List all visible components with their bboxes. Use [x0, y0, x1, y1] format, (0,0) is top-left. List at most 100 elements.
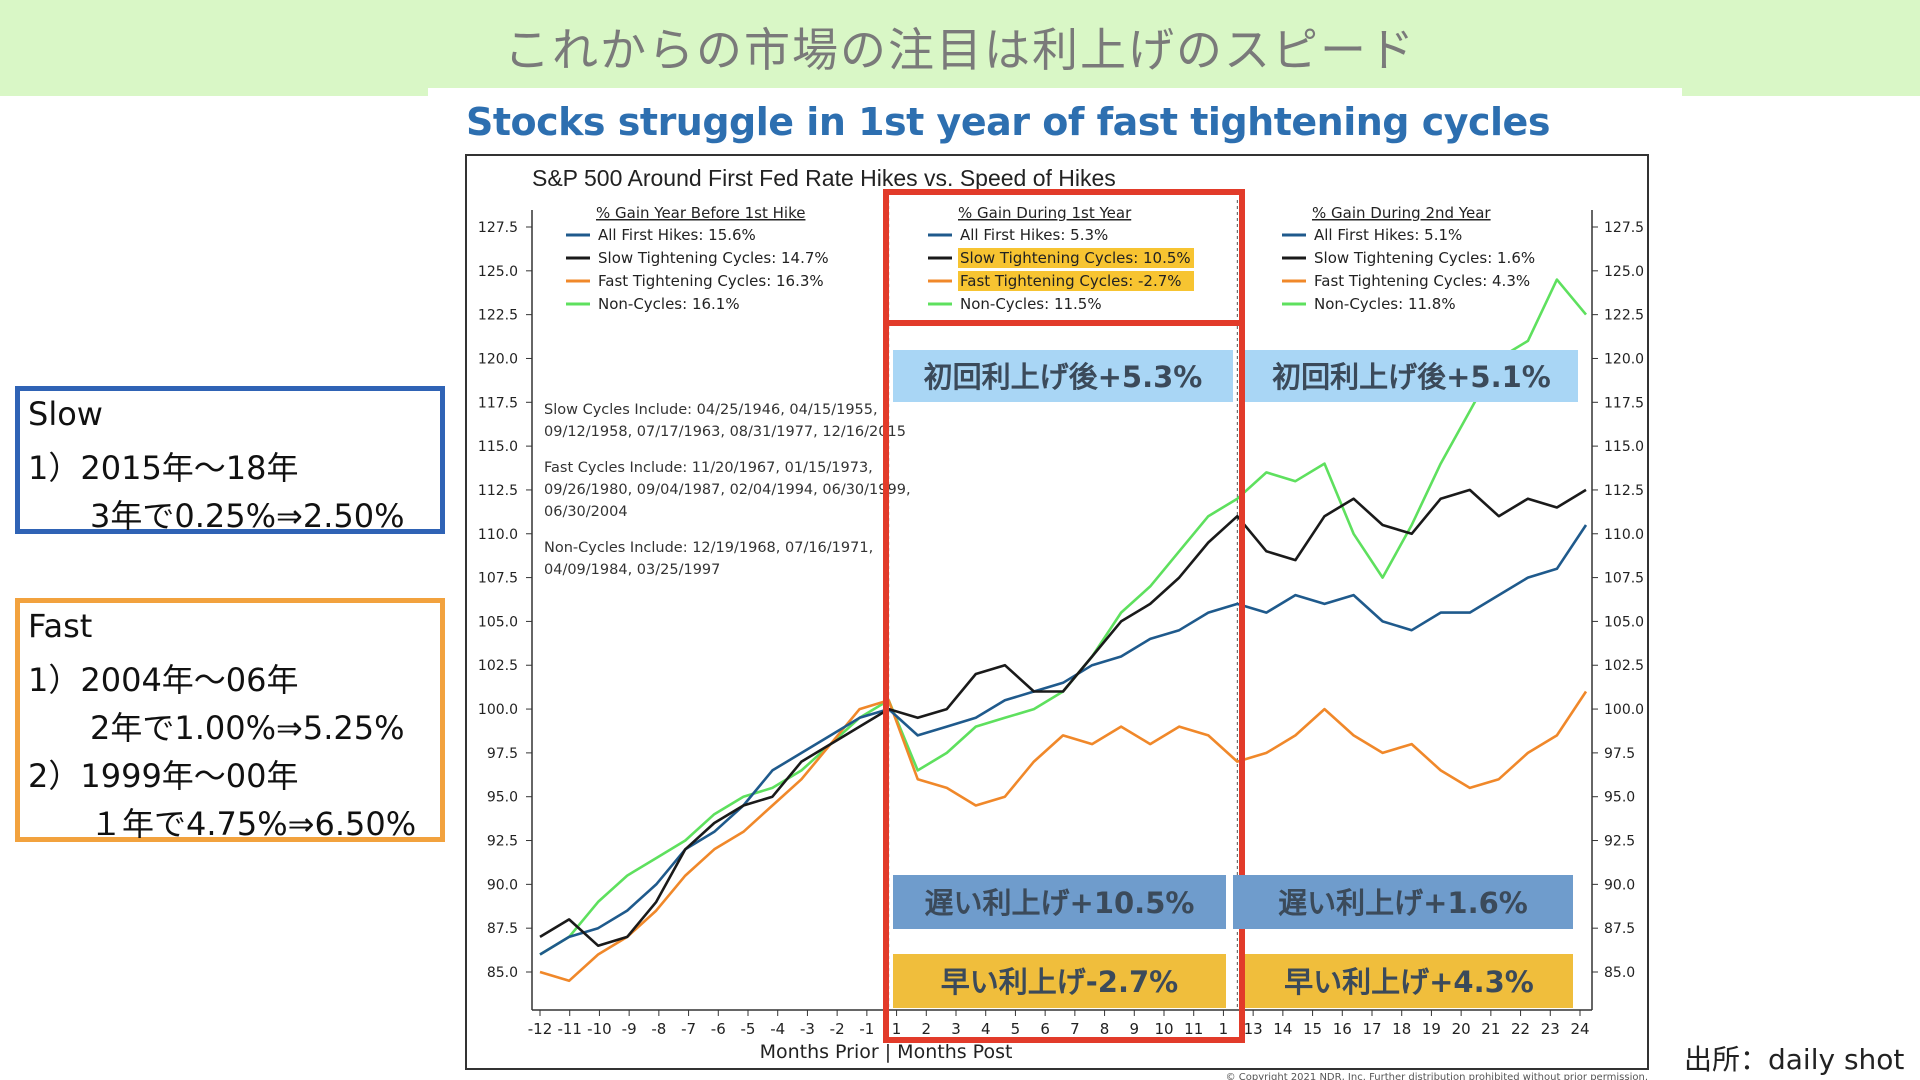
x-tick-label: 10 [1154, 1020, 1173, 1038]
cycle-note-line: Fast Cycles Include: 11/20/1967, 01/15/1… [544, 460, 873, 476]
x-tick-label: -7 [681, 1020, 696, 1038]
fast-box-heading: Fast [28, 607, 93, 645]
x-tick-label: 8 [1100, 1020, 1110, 1038]
y-tick-label-right: 127.5 [1604, 220, 1644, 236]
y-tick-label-right: 125.0 [1604, 264, 1644, 280]
y-tick-label-left: 110.0 [478, 527, 518, 543]
cycle-note-line: 06/30/2004 [544, 504, 628, 520]
legend-item: Fast Tightening Cycles: -2.7% [960, 272, 1182, 290]
x-tick-label: 13 [1244, 1020, 1263, 1038]
callout-label: 初回利上げ後+5.1% [1272, 360, 1551, 394]
legend-item: Slow Tightening Cycles: 14.7% [598, 249, 829, 267]
x-tick-label: 24 [1570, 1020, 1589, 1038]
x-tick-label: 5 [1011, 1020, 1021, 1038]
y-tick-label-right: 115.0 [1604, 439, 1644, 455]
title-banner: これからの市場の注目は利上げのスピード [0, 0, 1920, 96]
x-tick-label: 22 [1511, 1020, 1530, 1038]
callout-box [1245, 350, 1578, 402]
fast-box-period-1: 1）2004年〜06年 [28, 661, 299, 699]
x-tick-label: 1 [892, 1020, 902, 1038]
fast-box-rates-1: 2年で1.00%⇒5.25% [90, 709, 405, 747]
y-tick-label-left: 105.0 [478, 614, 518, 630]
legend-heading: % Gain Year Before 1st Hike [596, 204, 805, 222]
callout-label: 遅い利上げ+1.6% [1278, 886, 1528, 920]
y-tick-label-left: 100.0 [478, 702, 518, 718]
chart-headline: Stocks struggle in 1st year of fast tigh… [466, 100, 1550, 144]
y-tick-label-left: 107.5 [478, 571, 518, 587]
y-tick-label-left: 122.5 [478, 308, 518, 324]
fast-cycle-box: Fast 1）2004年〜06年 2年で1.00%⇒5.25% 2）1999年〜… [15, 598, 445, 843]
x-tick-label: -6 [711, 1020, 726, 1038]
y-tick-label-left: 112.5 [478, 483, 518, 499]
y-tick-label-left: 127.5 [478, 220, 518, 236]
callout-label: 早い利上げ+4.3% [1284, 965, 1534, 999]
first-year-highlight-frame [883, 189, 1245, 1043]
x-tick-label: -4 [770, 1020, 785, 1038]
x-tick-label: 18 [1392, 1020, 1411, 1038]
y-tick-label-left: 92.5 [487, 834, 518, 850]
chart-title: S&P 500 Around First Fed Rate Hikes vs. … [532, 165, 1116, 191]
x-tick-label: 14 [1273, 1020, 1292, 1038]
legend-item: All First Hikes: 15.6% [598, 226, 756, 244]
slow-box-period: 1）2015年〜18年 [28, 449, 299, 487]
banner-title: これからの市場の注目は利上げのスピード [504, 23, 1416, 77]
fast-box-period-2: 2）1999年〜00年 [28, 757, 299, 795]
x-tick-label: 2 [922, 1020, 932, 1038]
callout-box [1245, 954, 1573, 1008]
x-tick-label: -2 [830, 1020, 845, 1038]
x-tick-label: -1 [859, 1020, 874, 1038]
x-tick-label: 9 [1130, 1020, 1140, 1038]
legend-item: Slow Tightening Cycles: 1.6% [1314, 249, 1535, 267]
copyright-note: © Copyright 2021 NDR, Inc. Further distr… [1226, 1072, 1648, 1080]
x-tick-label: 7 [1070, 1020, 1080, 1038]
legend-heading: % Gain During 2nd Year [1312, 204, 1491, 222]
x-axis-label: Months Prior | Months Post [760, 1041, 1013, 1063]
x-tick-label: 16 [1333, 1020, 1352, 1038]
y-tick-label-right: 117.5 [1604, 395, 1644, 411]
x-tick-label: -9 [622, 1020, 637, 1038]
x-tick-label: 15 [1303, 1020, 1322, 1038]
y-tick-label-left: 115.0 [478, 439, 518, 455]
legend-heading: % Gain During 1st Year [958, 204, 1132, 222]
x-tick-label: 6 [1040, 1020, 1050, 1038]
cycle-note-line: Non-Cycles Include: 12/19/1968, 07/16/19… [544, 540, 873, 556]
y-tick-label-right: 95.0 [1604, 790, 1635, 806]
callout-box [893, 350, 1233, 402]
callout-label: 遅い利上げ+10.5% [925, 886, 1195, 920]
fast-box-rates-2: １年で4.75%⇒6.50% [90, 805, 417, 843]
legend-item: Non-Cycles: 11.8% [1314, 295, 1456, 313]
y-tick-label-left: 97.5 [487, 746, 518, 762]
legend-item: All First Hikes: 5.1% [1314, 226, 1462, 244]
y-tick-label-right: 122.5 [1604, 308, 1644, 324]
y-tick-label-right: 112.5 [1604, 483, 1644, 499]
cycle-note-line: Slow Cycles Include: 04/25/1946, 04/15/1… [544, 402, 878, 418]
y-tick-label-left: 85.0 [487, 965, 518, 981]
x-tick-label: 3 [951, 1020, 961, 1038]
callout-label: 初回利上げ後+5.3% [924, 360, 1203, 394]
y-tick-label-left: 102.5 [478, 658, 518, 674]
series-line-slow [539, 488, 1587, 948]
legend-item: Non-Cycles: 11.5% [960, 295, 1102, 313]
y-tick-label-right: 85.0 [1604, 965, 1635, 981]
y-tick-label-right: 100.0 [1604, 702, 1644, 718]
y-tick-label-left: 120.0 [478, 351, 518, 367]
x-tick-label: 17 [1362, 1020, 1381, 1038]
y-tick-label-right: 120.0 [1604, 351, 1644, 367]
y-tick-label-right: 102.5 [1604, 658, 1644, 674]
x-tick-label: 11 [1184, 1020, 1203, 1038]
x-tick-label: -12 [528, 1020, 553, 1038]
legend-item: Fast Tightening Cycles: 16.3% [598, 272, 824, 290]
x-tick-label: 19 [1422, 1020, 1441, 1038]
y-tick-label-left: 87.5 [487, 921, 518, 937]
y-tick-label-right: 97.5 [1604, 746, 1635, 762]
source-note: 出所：daily shot [1684, 1043, 1905, 1076]
x-tick-label: 20 [1452, 1020, 1471, 1038]
y-tick-label-left: 95.0 [487, 790, 518, 806]
callout-box [1233, 875, 1573, 929]
y-tick-label-right: 90.0 [1604, 877, 1635, 893]
slow-box-heading: Slow [28, 395, 103, 433]
y-tick-label-right: 92.5 [1604, 834, 1635, 850]
y-tick-label-right: 105.0 [1604, 614, 1644, 630]
cycle-note-line: 09/26/1980, 09/04/1987, 02/04/1994, 06/3… [544, 482, 911, 498]
x-tick-label: 21 [1481, 1020, 1500, 1038]
